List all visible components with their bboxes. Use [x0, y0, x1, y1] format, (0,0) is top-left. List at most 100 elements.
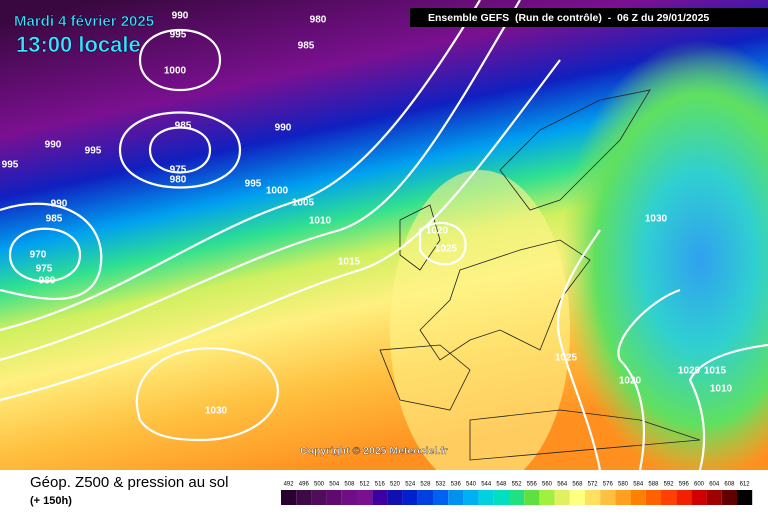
low-zone [560, 40, 768, 480]
scale-label: 576 [603, 482, 614, 488]
scale-label: 544 [481, 482, 492, 488]
scale-label: 604 [709, 482, 720, 488]
scale-swatch [281, 490, 297, 505]
isobar-label: 985 [46, 214, 63, 225]
color-scale: 492 496 500 504 508 512 516 520 524 528 532 536 540 5… [281, 482, 753, 505]
scale-label: 512 [360, 482, 371, 488]
scale-swatch [554, 490, 570, 505]
isobar [0, 0, 521, 362]
scale-label: 520 [390, 482, 401, 488]
isobar [118, 111, 242, 189]
scale-label: 552 [512, 482, 523, 488]
isobar-label: 1025 [435, 244, 458, 255]
scale-label: 516 [375, 482, 386, 488]
isobar [0, 0, 481, 332]
scale-swatch [569, 490, 585, 505]
isobar-label: 1015 [338, 257, 361, 268]
isobar-label: 990 [51, 199, 68, 210]
scale-swatch [600, 490, 616, 505]
isobar-label: 990 [172, 11, 189, 22]
run-box [410, 8, 768, 27]
scale-swatch [387, 490, 403, 505]
scale-label: 540 [466, 482, 477, 488]
isobar-label: 990 [275, 123, 292, 134]
isobar-label: 995 [2, 160, 19, 171]
scale-label: 504 [329, 482, 340, 488]
scale-label: 532 [436, 482, 447, 488]
scale-label: 548 [496, 482, 507, 488]
scale-label: 500 [314, 482, 325, 488]
isobars [0, 0, 768, 470]
isobar-label: 1020 [678, 366, 701, 377]
coastlines [379, 89, 701, 461]
scale-label: 564 [557, 482, 568, 488]
isobar-label: 1015 [704, 366, 727, 377]
scale-label: 596 [679, 482, 690, 488]
scale-label: 608 [724, 482, 735, 488]
scale-swatch [448, 490, 464, 505]
scale-label: 496 [299, 482, 310, 488]
isobar-label: 1020 [426, 226, 449, 237]
scale-swatch [357, 490, 373, 505]
isobar-label: 980 [170, 175, 187, 186]
high-zone [390, 170, 570, 490]
scale-label: 588 [648, 482, 659, 488]
footer-lead: (+ 150h) [30, 495, 72, 507]
isobar [0, 202, 103, 300]
isobar-label: 1025 [555, 353, 578, 364]
scale-swatch [539, 490, 555, 505]
scale-swatch [615, 490, 631, 505]
scale-label: 584 [633, 482, 644, 488]
scale-swatch [493, 490, 509, 505]
scale-label: 556 [527, 482, 538, 488]
isobar [557, 229, 602, 471]
isobar [0, 59, 561, 402]
isobar [617, 288, 681, 471]
scale-label: 580 [618, 482, 629, 488]
footer-title: Géop. Z500 & pression au sol [30, 474, 228, 491]
map-time: 13:00 locale [16, 32, 141, 57]
scale-swatch [296, 490, 312, 505]
scale-swatch [645, 490, 661, 505]
scale-label: 524 [405, 482, 416, 488]
scale-label: 612 [740, 482, 751, 488]
scale-label: 592 [664, 482, 675, 488]
scale-swatch [524, 490, 540, 505]
isobar-label: 1005 [292, 198, 315, 209]
isobar [148, 126, 212, 174]
scale-label: 568 [572, 482, 583, 488]
scale-swatch [372, 490, 388, 505]
isobar-label: 1030 [645, 214, 668, 225]
scale-swatch [630, 490, 646, 505]
scale-label: 528 [420, 482, 431, 488]
isobar-label: 1000 [164, 66, 187, 77]
isobar-label: 985 [175, 121, 192, 132]
map-date: Mardi 4 février 2025 [14, 13, 154, 30]
scale-swatch [721, 490, 737, 505]
scale-swatch [478, 490, 494, 505]
isobar-label: 1030 [205, 406, 228, 417]
isobar-label: 995 [85, 146, 102, 157]
isobar-label: 975 [36, 264, 53, 275]
isobar-label: 970 [30, 250, 47, 261]
scale-swatch [402, 490, 418, 505]
isobar [688, 343, 768, 471]
scale-swatch [341, 490, 357, 505]
isobar-label: 995 [245, 179, 262, 190]
scale-swatch [585, 490, 601, 505]
scale-swatch [706, 490, 722, 505]
scale-label: 572 [588, 482, 599, 488]
isobar-label: 995 [170, 30, 187, 41]
isobar-label: 980 [39, 276, 56, 287]
isobar [135, 347, 279, 442]
scale-swatch [433, 490, 449, 505]
copyright: Copyright © 2025 Meteociel.fr [300, 445, 448, 457]
isobar [8, 227, 82, 283]
scale-swatch [676, 490, 692, 505]
scale-swatch [417, 490, 433, 505]
scale-swatch [463, 490, 479, 505]
isobar-label: 985 [298, 41, 315, 52]
scale-swatch [311, 490, 327, 505]
